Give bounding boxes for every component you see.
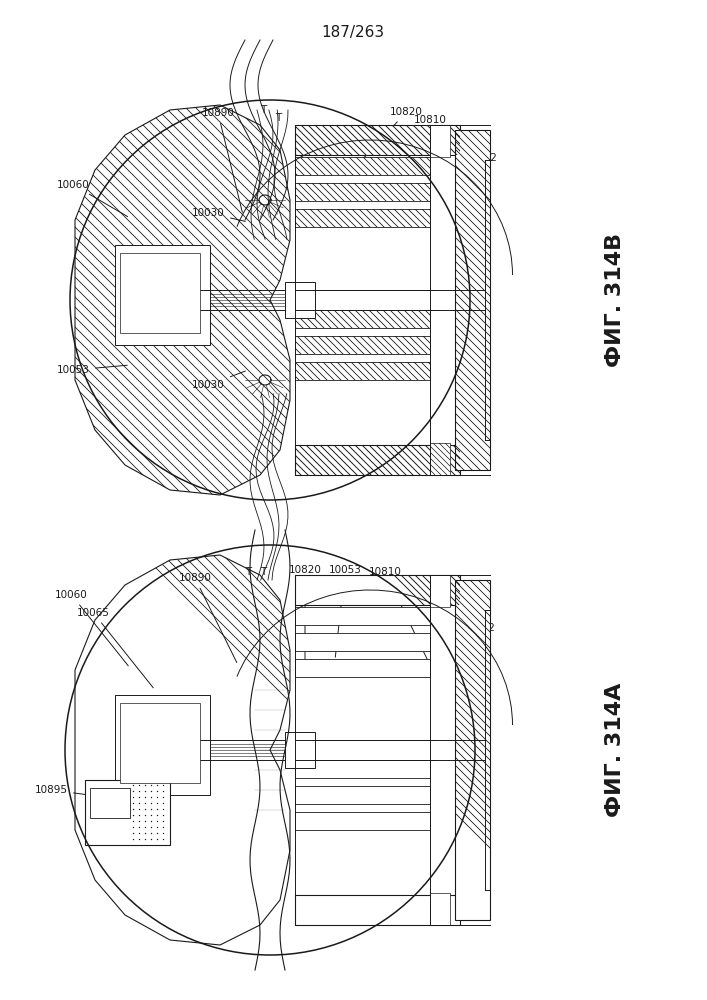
Polygon shape [295,336,430,354]
Polygon shape [295,310,430,328]
Polygon shape [295,209,430,227]
Text: 10810: 10810 [414,115,448,150]
Polygon shape [455,130,490,470]
Polygon shape [295,183,430,201]
Bar [120,703,200,783]
Text: T: T [260,567,266,577]
Text: 10053: 10053 [329,565,361,657]
Bar [120,253,200,333]
Polygon shape [75,555,290,945]
Text: 10060: 10060 [57,180,127,217]
Text: 187/263: 187/263 [322,24,385,39]
Polygon shape [295,575,460,605]
Text: ФИГ. 314B: ФИГ. 314B [605,233,625,367]
Text: 10810: 10810 [368,567,428,662]
Text: 10052: 10052 [463,623,496,712]
Bar [285,282,315,318]
Text: 10060: 10060 [55,590,128,666]
Text: 10030: 10030 [192,208,245,221]
Polygon shape [430,125,450,157]
Polygon shape [455,580,490,920]
Polygon shape [430,443,450,475]
Polygon shape [295,157,430,175]
Polygon shape [295,445,460,475]
Text: 10052: 10052 [465,153,498,202]
Text: 10890: 10890 [179,573,237,663]
Text: T: T [275,113,281,123]
Polygon shape [295,125,460,155]
Text: 10065: 10065 [77,608,153,688]
Text: T: T [260,105,266,115]
Polygon shape [430,575,450,607]
Polygon shape [295,760,430,778]
Text: 10895: 10895 [35,785,124,800]
Text: 10820: 10820 [288,565,322,660]
Text: T: T [245,567,251,577]
Polygon shape [295,895,460,925]
Bar [90,788,130,818]
Text: 10053: 10053 [57,365,127,375]
Bar [115,245,210,345]
Text: 10890: 10890 [201,108,243,212]
Polygon shape [295,633,430,651]
Bar [85,780,170,845]
Polygon shape [295,362,430,380]
Polygon shape [295,812,430,830]
Polygon shape [430,893,450,925]
Bar [115,695,210,795]
Polygon shape [295,607,430,625]
Polygon shape [75,105,290,495]
Text: 10030: 10030 [192,371,245,390]
Text: 10820: 10820 [362,107,423,160]
Polygon shape [295,786,430,804]
Polygon shape [295,659,430,677]
Bar [285,732,315,768]
Text: ФИГ. 314A: ФИГ. 314A [605,683,625,817]
